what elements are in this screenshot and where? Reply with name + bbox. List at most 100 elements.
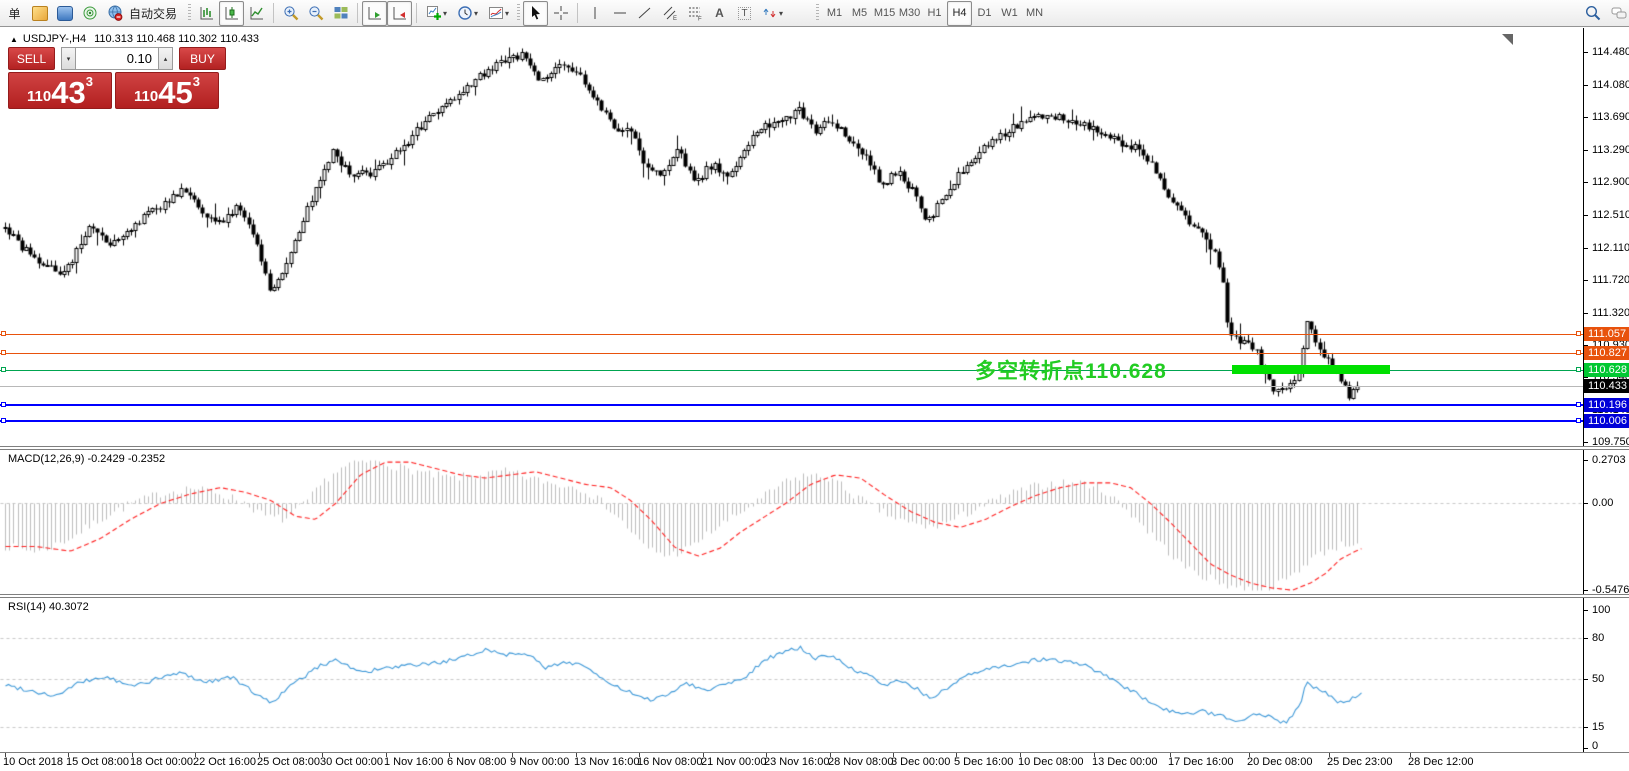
line-handle-right[interactable] [1576, 366, 1581, 372]
timeframe-button-h1[interactable]: H1 [927, 7, 942, 19]
line-handle-left[interactable] [1, 331, 6, 337]
chart-collapse-icon[interactable]: ▲ [10, 35, 18, 44]
buy-price-display[interactable]: 110 45 3 [115, 72, 219, 109]
time-axis-label: 10 Dec 08:00 [1018, 756, 1084, 768]
time-axis-label: 13 Dec 00:00 [1092, 756, 1158, 768]
timeframe-button-m15[interactable]: M15 [873, 7, 896, 19]
price-line-110.196[interactable] [0, 404, 1583, 407]
chat-button[interactable] [1605, 1, 1629, 26]
zoom-in-button[interactable] [278, 1, 303, 26]
panel-separator[interactable] [0, 446, 1629, 450]
toolbar-drag-handle[interactable] [517, 4, 521, 22]
time-axis-label: 30 Oct 00:00 [320, 756, 383, 768]
toolbar-right-tools [1580, 1, 1627, 26]
line-handle-right[interactable] [1576, 418, 1581, 424]
horizontal-line-tool-button[interactable] [607, 1, 632, 26]
line-handle-left[interactable] [1, 366, 6, 372]
candlestick-chart-type-button[interactable] [219, 0, 245, 26]
search-button[interactable] [1580, 1, 1605, 26]
new-order-button[interactable]: 单 [2, 1, 27, 26]
sell-button[interactable]: SELL [8, 47, 55, 70]
timeframe-button-h4[interactable]: H4 [947, 0, 973, 26]
profiles-button[interactable] [52, 1, 77, 26]
rsi-indicator-canvas[interactable] [0, 598, 1583, 752]
toolbar-drag-handle[interactable] [188, 4, 192, 22]
text-tool-button[interactable]: A [707, 1, 732, 26]
price-axis-tickmark [1583, 377, 1588, 379]
zoom-out-button[interactable] [303, 1, 328, 26]
auto-scroll-button[interactable] [362, 0, 388, 26]
price-line-111.057[interactable] [0, 334, 1583, 336]
line-handle-left[interactable] [1, 418, 6, 424]
timeframe-button-m5[interactable]: M5 [851, 7, 868, 19]
auto-scroll-icon [368, 7, 381, 20]
autotrading-button[interactable]: 自动交易 [102, 1, 185, 26]
market-watch-button[interactable] [77, 1, 102, 26]
yellow-box-icon [31, 5, 48, 21]
timeframe-button-m30[interactable]: M30 [898, 7, 921, 19]
periods-button[interactable]: ▾ [452, 1, 483, 26]
tile-windows-button[interactable] [328, 1, 353, 26]
vertical-line-tool-button[interactable] [582, 1, 607, 26]
line-handle-right[interactable] [1576, 331, 1581, 337]
price-line-110.006[interactable] [0, 420, 1583, 423]
line-handle-right[interactable] [1576, 350, 1581, 356]
pivot-annotation-text[interactable]: 多空转折点110.628 [975, 360, 1167, 383]
sell-price-pips: 3 [85, 74, 93, 89]
time-axis-tickmark [512, 753, 513, 757]
bar-chart-type-button[interactable] [194, 1, 219, 26]
line-handle-right[interactable] [1576, 402, 1581, 408]
scroll-to-end-button[interactable] [1502, 34, 1513, 45]
indicators-button[interactable]: ▾ [421, 1, 452, 26]
buy-button[interactable]: BUY [179, 47, 226, 70]
price-axis-tick-label: 111.320 [1592, 306, 1629, 319]
timeframe-button-mn[interactable]: MN [1025, 7, 1044, 19]
price-line-110.827[interactable] [0, 353, 1583, 355]
time-axis-label: 25 Dec 23:00 [1327, 756, 1393, 768]
chart-title: ▲ USDJPY-,H4 110.313 110.468 110.302 110.4… [10, 33, 259, 45]
timeframe-button-d1[interactable]: D1 [977, 7, 992, 19]
price-axis-tickmark [1583, 442, 1588, 444]
volume-input[interactable] [76, 47, 158, 70]
time-axis-label: 5 Dec 16:00 [954, 756, 1014, 768]
rsi-axis-tick-label: 15 [1592, 721, 1605, 734]
crosshair-tool-button[interactable] [548, 1, 573, 26]
cursor-tool-button[interactable] [523, 0, 549, 26]
price-axis-tick-label: 114.080 [1592, 79, 1629, 91]
price-axis-tickmark [1583, 247, 1588, 249]
panel-separator[interactable] [0, 594, 1629, 598]
templates-button[interactable]: ▾ [483, 1, 514, 26]
line-chart-type-button[interactable] [244, 1, 269, 26]
trendline-tool-button[interactable] [632, 1, 657, 26]
chart-window-icon[interactable] [27, 1, 52, 26]
line-handle-left[interactable] [1, 350, 6, 356]
channel-tool-button[interactable]: E [657, 1, 682, 26]
timeframe-button-m1[interactable]: M1 [826, 7, 843, 19]
time-axis-label: 21 Nov 00:00 [701, 756, 767, 768]
sell-price-display[interactable]: 110 43 3 [8, 72, 112, 109]
time-axis-label: 16 Nov 08:00 [637, 756, 703, 768]
time-axis-tickmark [1094, 753, 1095, 757]
volume-increase-button[interactable]: ▴ [158, 47, 173, 70]
toolbar-separator [357, 3, 359, 23]
line-handle-left[interactable] [1, 402, 6, 408]
text-label-tool-button[interactable]: T [732, 1, 757, 26]
volume-decrease-button[interactable]: ▾ [61, 47, 76, 70]
toolbar-drag-handle[interactable] [816, 4, 820, 22]
time-axis-label: 18 Oct 00:00 [130, 756, 193, 768]
fibonacci-tool-button[interactable]: F [682, 1, 707, 26]
globe-icon [108, 5, 123, 21]
dropdown-arrow-icon: ▾ [505, 8, 510, 18]
arrows-tool-button[interactable]: ▾ [757, 1, 788, 26]
rsi-axis-tickmark [1583, 727, 1588, 729]
price-line-110.433[interactable] [0, 385, 1583, 387]
price-line-110.628[interactable] [0, 369, 1583, 371]
pivot-highlight-rect[interactable] [1232, 364, 1390, 374]
timeframe-button-w1[interactable]: W1 [1001, 7, 1018, 19]
chart-shift-button[interactable] [387, 0, 413, 26]
candlestick-chart-canvas[interactable] [0, 28, 1583, 446]
macd-indicator-canvas[interactable] [0, 450, 1583, 594]
time-axis-label: 15 Oct 08:00 [66, 756, 129, 768]
trendline-icon [638, 7, 650, 19]
time-axis-label: 23 Nov 16:00 [764, 756, 830, 768]
